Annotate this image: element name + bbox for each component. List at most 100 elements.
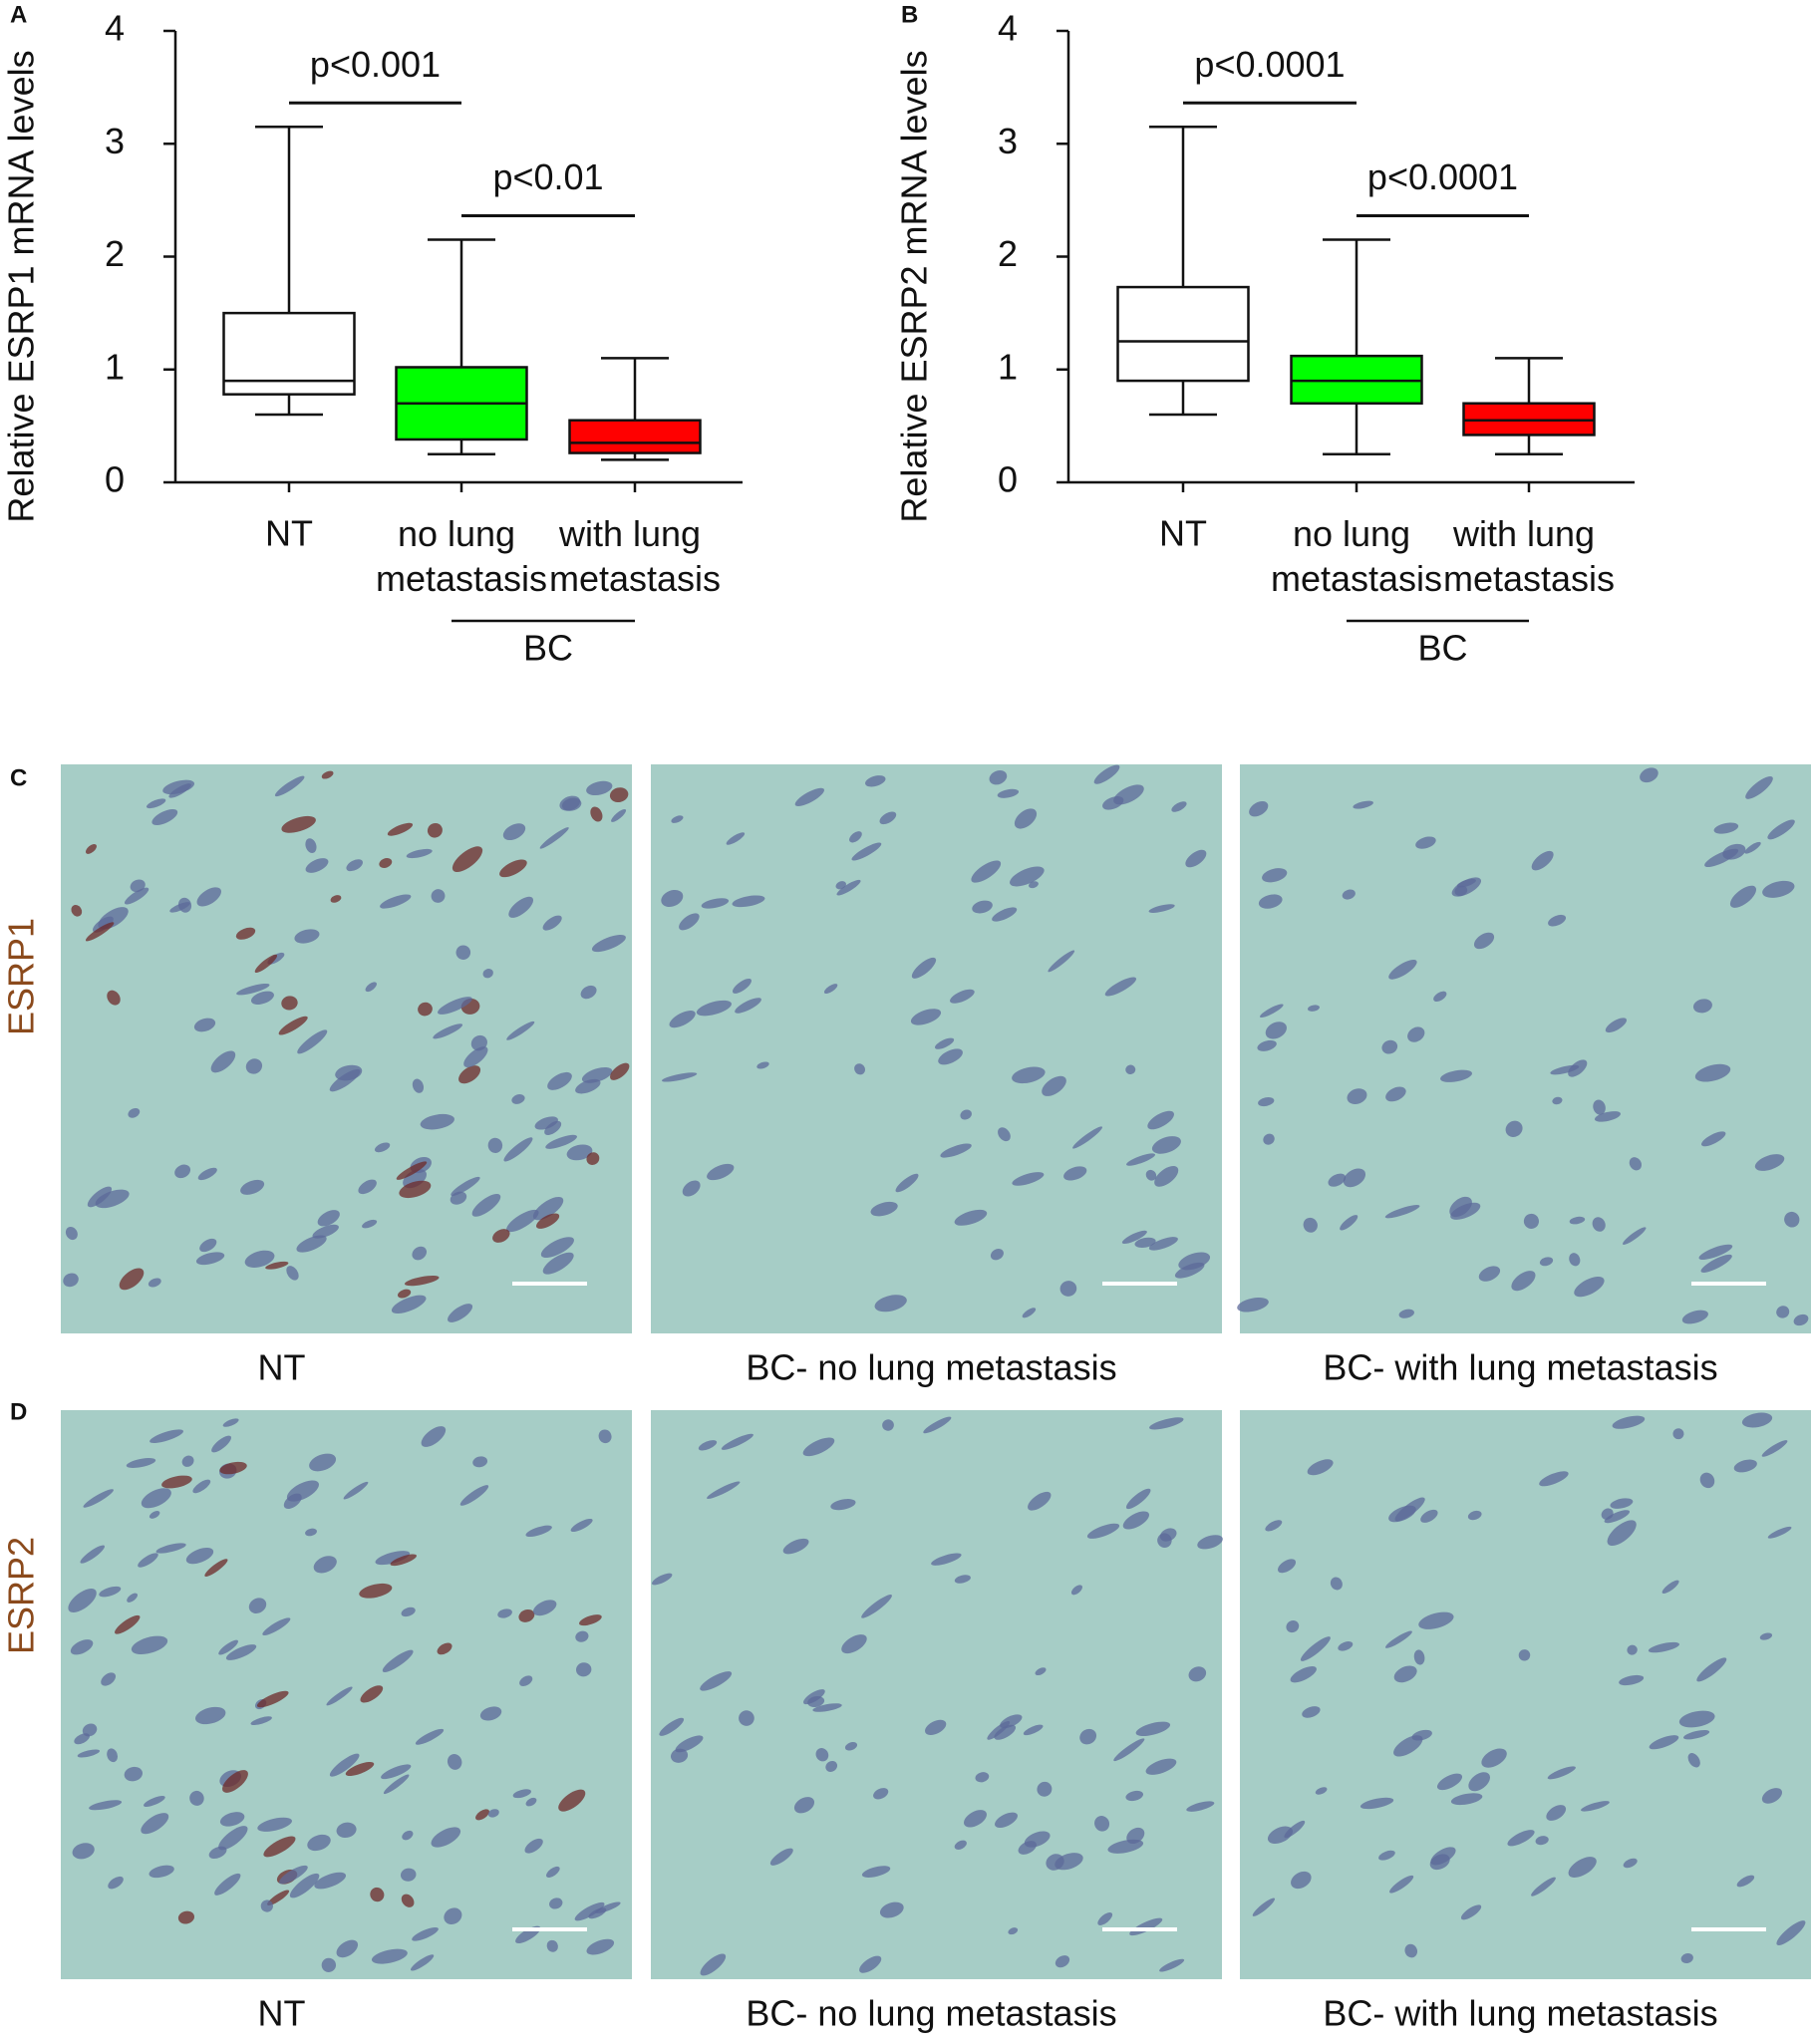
y-tick-label: 3 — [105, 121, 125, 161]
cell — [80, 1545, 106, 1564]
cell — [1694, 1063, 1731, 1082]
cell — [661, 889, 684, 907]
cell — [508, 896, 534, 918]
cell — [1384, 1205, 1420, 1219]
cell — [317, 1210, 340, 1227]
row-label: ESRP2 — [1, 1537, 42, 1654]
x-tick-label: NT — [1159, 513, 1207, 554]
cell — [420, 1113, 454, 1130]
cell — [131, 1635, 168, 1654]
cell — [1284, 1820, 1306, 1839]
cell — [1398, 1309, 1414, 1318]
cell — [244, 1250, 275, 1268]
cell — [807, 1695, 825, 1707]
cell — [682, 1180, 701, 1197]
cell — [1413, 1649, 1425, 1665]
cell — [1680, 1953, 1693, 1964]
cell — [497, 1608, 512, 1618]
cell — [1388, 959, 1417, 980]
cell — [402, 1830, 414, 1841]
cell — [975, 1772, 990, 1783]
cell — [595, 1901, 621, 1913]
cell — [815, 1748, 829, 1762]
cell — [98, 907, 129, 930]
cell — [89, 1800, 123, 1811]
cell — [286, 1480, 320, 1502]
cell — [431, 1827, 461, 1848]
cell — [700, 1671, 733, 1691]
cell — [141, 1813, 169, 1835]
cell — [923, 1416, 952, 1434]
cell — [1672, 1428, 1684, 1440]
y-tick-label: 1 — [105, 346, 125, 387]
significance-label: p<0.0001 — [1194, 44, 1345, 85]
cell — [185, 1548, 214, 1565]
cell — [1604, 1510, 1631, 1524]
cell — [954, 1575, 971, 1584]
cell — [994, 1724, 1017, 1740]
cell — [1197, 1535, 1223, 1550]
cell — [380, 894, 412, 909]
cell — [1237, 1298, 1269, 1313]
cell — [1505, 1120, 1523, 1137]
cell — [671, 815, 684, 823]
cell — [854, 1063, 865, 1075]
box — [222, 311, 356, 396]
cell — [107, 1748, 118, 1763]
cell — [174, 1164, 191, 1179]
cell — [1048, 950, 1075, 973]
cell — [124, 1766, 143, 1782]
cell — [70, 1639, 94, 1655]
micrograph — [651, 764, 1222, 1333]
cell — [1404, 1943, 1418, 1958]
cell — [1174, 1262, 1205, 1279]
cell — [512, 1789, 531, 1799]
cell — [278, 1016, 308, 1035]
cell — [1594, 1111, 1621, 1122]
cell — [162, 779, 195, 795]
panel-label: D — [10, 1398, 27, 1425]
cell — [169, 902, 190, 913]
cell — [472, 1456, 488, 1468]
cell — [547, 1071, 572, 1090]
cell — [86, 843, 97, 854]
cell — [972, 900, 993, 914]
cell — [336, 1939, 359, 1958]
cell — [836, 879, 861, 896]
cell — [590, 806, 603, 822]
cell — [1535, 1836, 1549, 1846]
cell — [938, 1048, 963, 1065]
cell — [199, 1238, 217, 1253]
cell — [381, 1764, 412, 1780]
cell — [823, 984, 838, 995]
cell — [535, 1213, 560, 1229]
cell — [549, 1898, 563, 1909]
cell — [540, 1237, 574, 1259]
cell — [1126, 1153, 1156, 1166]
cell — [519, 1675, 533, 1687]
cell — [1300, 1636, 1331, 1661]
cell — [1507, 1830, 1535, 1847]
cell — [396, 1161, 428, 1180]
cell — [1134, 1237, 1156, 1248]
cell — [289, 1873, 320, 1898]
cell — [210, 1050, 236, 1073]
cell — [934, 1037, 955, 1049]
cell — [1440, 1069, 1472, 1082]
cell — [1547, 1766, 1576, 1780]
cell — [1148, 904, 1175, 913]
cell — [1308, 1005, 1321, 1012]
cell — [499, 859, 527, 878]
cell — [1568, 1857, 1597, 1878]
cell — [479, 1706, 502, 1721]
cell — [1548, 914, 1567, 927]
cell — [458, 1065, 481, 1084]
cell — [161, 1475, 192, 1489]
cell — [987, 1720, 1011, 1740]
cell — [1433, 991, 1447, 1002]
cell — [218, 1826, 248, 1851]
cell — [1481, 1748, 1507, 1768]
cell — [421, 1426, 447, 1447]
cell — [1125, 1790, 1144, 1802]
cell — [1340, 1215, 1358, 1231]
